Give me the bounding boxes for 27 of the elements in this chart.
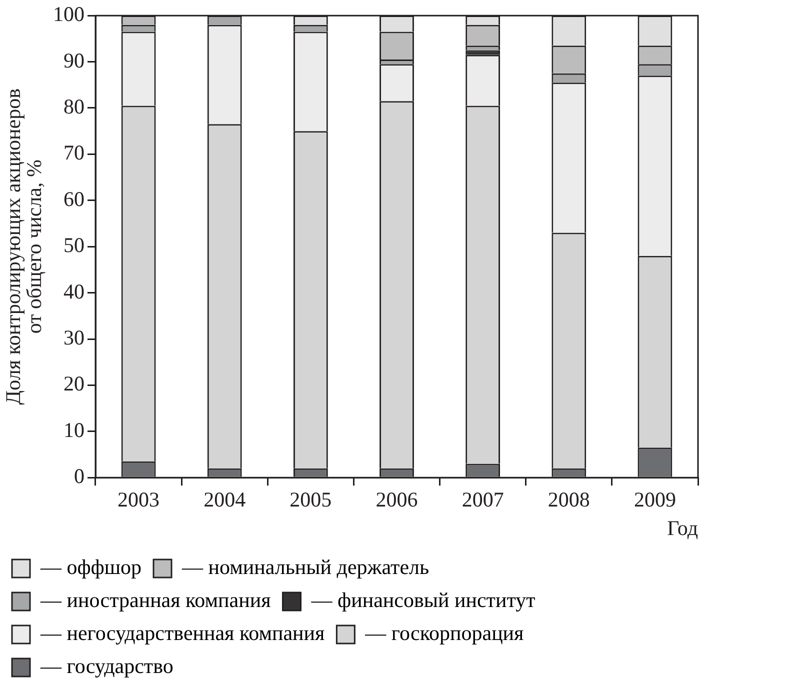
x-tick-label: 2007 bbox=[462, 488, 504, 512]
legend-label: — госкорпорация bbox=[364, 621, 524, 646]
legend-label: — оффшор bbox=[40, 555, 142, 580]
x-axis-title: Год bbox=[667, 516, 698, 540]
x-tick-label: 2008 bbox=[548, 488, 590, 512]
legend-label: — иностранная компания bbox=[40, 588, 272, 612]
legend-label: — финансовый институт bbox=[310, 588, 536, 612]
y-tick-label: 20 bbox=[64, 372, 84, 396]
y-tick-label: 50 bbox=[64, 233, 84, 258]
y-tick-label: 0 bbox=[74, 464, 84, 488]
legend-label: — номинальный держатель bbox=[181, 555, 430, 580]
y-tick-label: 40 bbox=[64, 279, 84, 304]
x-tick-label: 2006 bbox=[376, 488, 418, 512]
y-tick-label: 80 bbox=[64, 94, 84, 119]
y-axis-title: Доля контролирующих акционеров от общего числа, % bbox=[1, 88, 46, 405]
x-tick-label: 2004 bbox=[204, 488, 246, 512]
y-tick-label: 60 bbox=[64, 186, 84, 211]
y-tick-label: 90 bbox=[64, 48, 84, 72]
x-tick-label: 2009 bbox=[634, 488, 676, 512]
y-tick-label: 10 bbox=[64, 418, 84, 442]
legend-label: — негосударственная компания bbox=[40, 621, 326, 646]
y-tick-label: 70 bbox=[64, 140, 84, 165]
y-tick-label: 100 bbox=[53, 2, 84, 26]
y-tick-label: 30 bbox=[64, 326, 84, 350]
x-tick-label: 2003 bbox=[118, 488, 160, 512]
x-tick-label: 2005 bbox=[290, 488, 332, 512]
legend-label: — государство bbox=[40, 654, 174, 678]
